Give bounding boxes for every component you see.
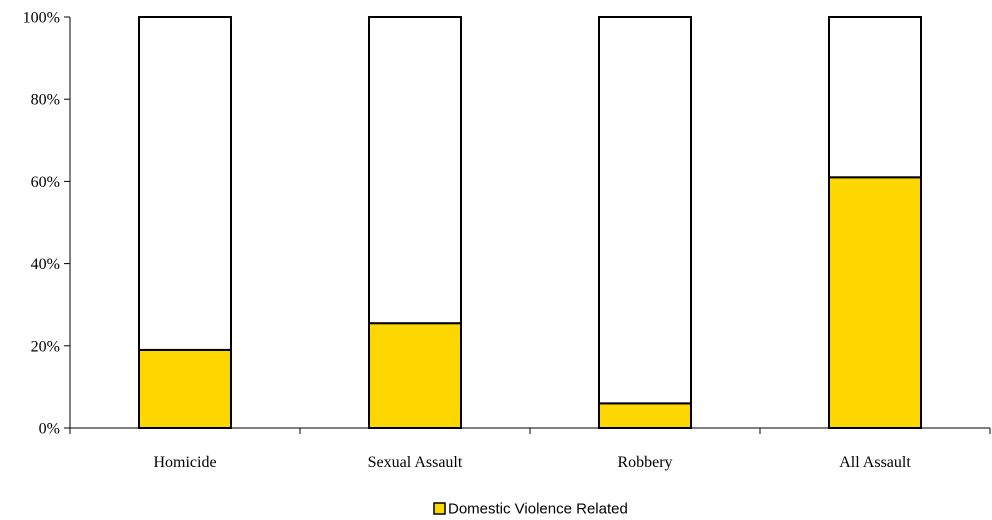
bar-homicide-remainder	[138, 16, 232, 351]
x-tick-label-all-assault: All Assault	[839, 454, 911, 471]
bars	[138, 16, 922, 430]
bar-robbery-domestic-violence-related	[598, 402, 692, 429]
x-axis: Homicide Sexual Assault Robbery All Assault	[69, 427, 991, 471]
x-tick-label-robbery: Robbery	[617, 454, 672, 471]
y-tick-label: 20%	[31, 338, 60, 355]
bar-sexual-assault-domestic-violence-related	[368, 322, 462, 430]
legend: Domestic Violence Related	[433, 501, 628, 518]
x-tick-label-sexual-assault: Sexual Assault	[368, 454, 463, 471]
y-tick-label: 80%	[31, 92, 60, 109]
y-axis: 0% 20% 40% 60% 80% 100%	[23, 10, 71, 438]
y-tick-label: 100%	[23, 10, 60, 27]
y-tick-label: 40%	[31, 256, 60, 273]
y-tick-label: 0%	[39, 421, 60, 438]
bar-all-assault-remainder	[828, 16, 922, 179]
legend-label-domestic-violence-related: Domestic Violence Related	[448, 501, 628, 518]
legend-swatch-domestic-violence-related	[433, 502, 446, 515]
bar-all-assault-domestic-violence-related	[828, 176, 922, 429]
x-tick-label-homicide: Homicide	[153, 454, 216, 471]
bar-robbery-remainder	[598, 16, 692, 405]
bar-homicide-domestic-violence-related	[138, 348, 232, 429]
bar-sexual-assault-remainder	[368, 16, 462, 325]
y-tick-label: 60%	[31, 174, 60, 191]
